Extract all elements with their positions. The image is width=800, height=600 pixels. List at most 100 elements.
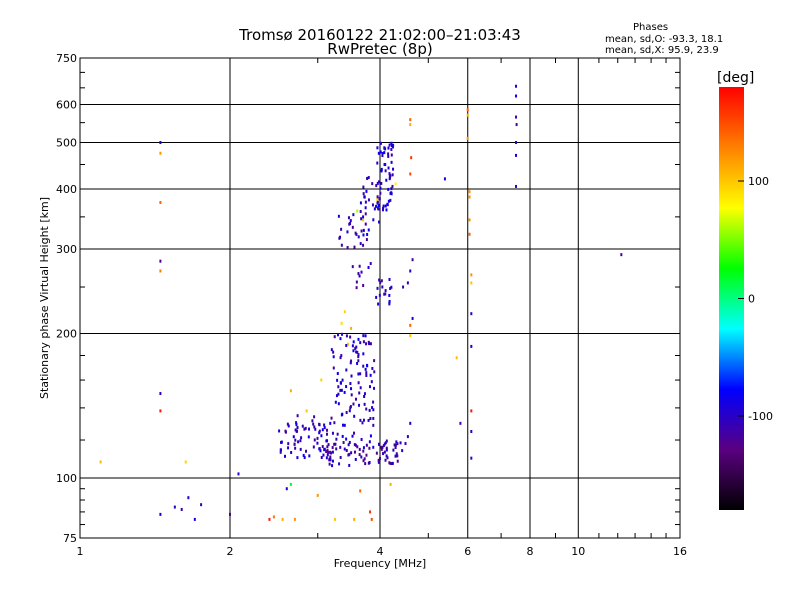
echo-point	[377, 458, 380, 462]
echo-point	[470, 409, 473, 413]
echo-point	[515, 141, 518, 145]
echo-point	[348, 452, 351, 456]
echo-point	[323, 423, 326, 427]
echo-point	[409, 123, 412, 127]
echo-point	[409, 334, 412, 338]
echo-point	[341, 412, 344, 416]
echo-point	[337, 392, 340, 396]
echo-point	[388, 143, 391, 147]
echo-point	[409, 118, 412, 122]
y-tick-label: 300	[56, 243, 77, 256]
echo-point	[392, 143, 395, 147]
echo-point	[390, 160, 393, 164]
echo-point	[268, 517, 271, 521]
echo-point	[372, 423, 375, 427]
echo-point	[383, 151, 386, 155]
echo-point	[296, 456, 299, 460]
echo-point	[383, 442, 386, 446]
echo-point	[311, 419, 314, 423]
echo-point	[372, 218, 375, 222]
echo-point	[316, 441, 319, 445]
echo-point	[333, 421, 336, 425]
echo-point	[377, 203, 380, 207]
echo-point	[369, 416, 372, 420]
echo-point	[364, 222, 367, 226]
colorbar-tick-label: 0	[748, 293, 755, 306]
echo-point	[299, 439, 302, 443]
colorbar-unit-label: [deg]	[717, 70, 755, 86]
echo-point	[371, 366, 374, 370]
echo-point	[320, 378, 323, 382]
echo-point	[376, 198, 379, 202]
echo-point	[372, 445, 375, 449]
echo-point	[391, 184, 394, 188]
echo-point	[363, 392, 366, 396]
echo-point	[334, 400, 337, 404]
echo-point	[366, 176, 369, 180]
echo-point	[345, 344, 348, 348]
echo-point	[377, 302, 380, 306]
echo-point	[297, 440, 300, 444]
echo-point	[369, 342, 372, 346]
echo-point	[470, 273, 473, 277]
echo-point	[365, 453, 368, 457]
echo-point	[375, 451, 378, 455]
echo-point	[303, 456, 306, 460]
echo-point	[515, 115, 518, 119]
echo-point	[347, 216, 350, 220]
echo-point	[349, 406, 352, 410]
echo-point	[289, 482, 292, 486]
echo-point	[364, 206, 367, 210]
echo-point	[355, 345, 358, 349]
echo-point	[296, 426, 299, 430]
echo-point	[343, 447, 346, 451]
echo-point	[393, 443, 396, 447]
echo-point	[390, 141, 393, 145]
echo-point	[375, 204, 378, 208]
echo-point	[367, 228, 370, 232]
echo-point	[356, 445, 359, 449]
echo-point	[385, 448, 388, 452]
echo-point	[362, 284, 365, 288]
echo-point	[379, 186, 382, 190]
echo-point	[343, 390, 346, 394]
echo-point	[355, 350, 358, 354]
echo-point	[287, 442, 290, 446]
echo-point	[390, 192, 393, 196]
echo-point	[294, 428, 297, 432]
echo-point	[378, 278, 381, 282]
echo-point	[356, 350, 359, 354]
echo-point	[470, 312, 473, 316]
echo-point	[321, 428, 324, 432]
echo-point	[286, 422, 289, 426]
echo-point	[339, 455, 342, 459]
echo-point	[365, 189, 368, 193]
echo-point	[173, 505, 176, 509]
echo-point	[287, 446, 290, 450]
echo-point	[363, 395, 366, 398]
echo-point	[361, 421, 364, 425]
echo-point	[272, 515, 275, 519]
echo-point	[237, 472, 240, 476]
echo-point	[356, 209, 359, 213]
echo-point	[312, 422, 315, 426]
data-points	[99, 84, 623, 521]
echo-point	[470, 281, 473, 285]
echo-point	[323, 448, 326, 452]
echo-point	[353, 517, 356, 521]
echo-point	[339, 337, 342, 341]
echo-point	[385, 208, 388, 212]
echo-point	[318, 431, 321, 435]
echo-point	[386, 202, 389, 206]
echo-point	[334, 442, 337, 446]
echo-point	[326, 453, 329, 457]
echo-point	[373, 386, 376, 390]
echo-point	[375, 295, 378, 299]
echo-point	[357, 372, 360, 376]
echo-point	[345, 449, 348, 452]
echo-point	[390, 187, 393, 191]
echo-point	[229, 512, 231, 516]
echo-point	[295, 423, 298, 427]
echo-point	[468, 218, 471, 222]
echo-point	[159, 512, 162, 516]
